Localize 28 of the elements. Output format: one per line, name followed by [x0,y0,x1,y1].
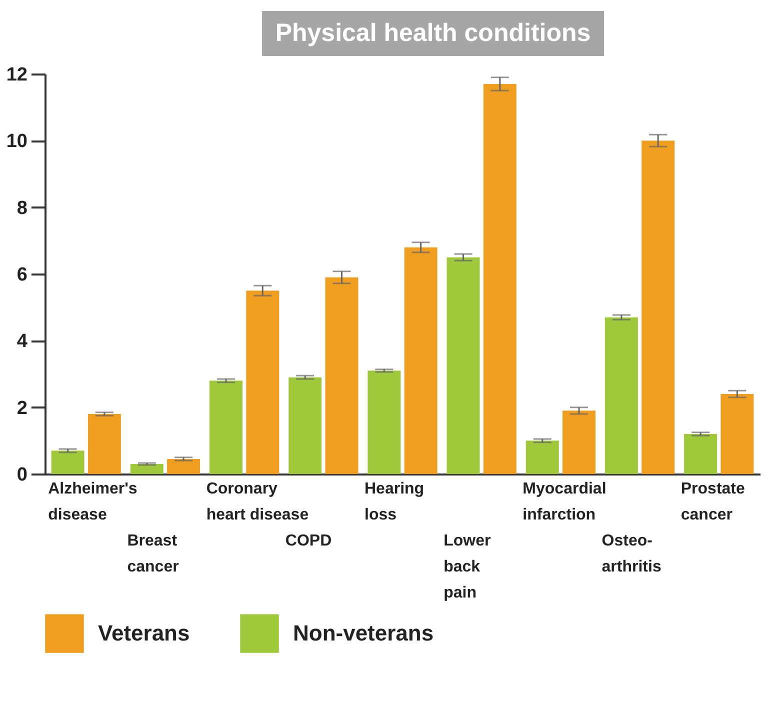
y-tick-label: 6 [16,264,28,286]
y-tick-label: 2 [16,398,28,419]
x-tick-label: Coronary heart disease [206,480,309,524]
y-tick-label: 12 [6,64,28,86]
y-tick-label: 4 [16,331,28,352]
bar [720,394,754,474]
bar [562,410,596,474]
x-tick-label: Prostate cancer [680,480,745,524]
y-tick-label: 10 [6,131,28,152]
y-tick-label: 0 [16,464,28,486]
chart-title: Physical health conditions [262,11,604,56]
bar [246,290,280,474]
bar [642,140,675,474]
legend-label: Non-veterans [293,620,434,646]
x-tick-label: Osteo- arthritis [602,532,662,576]
x-tick-label: COPD [285,532,332,550]
x-tick-label: Hearing loss [364,480,424,524]
legend-label: Veterans [98,620,190,646]
y-tick-label: 8 [16,198,28,219]
x-tick-label: Myocardial infarction [522,480,606,524]
bar [446,257,480,474]
bar [325,277,358,474]
bar [404,247,438,474]
bar [130,464,164,474]
x-tick-label: Alzheimer's disease [48,480,138,524]
x-tick-label: Breast cancer [127,532,179,576]
bar [483,84,516,474]
x-tick-label: Lower back pain [444,532,491,602]
